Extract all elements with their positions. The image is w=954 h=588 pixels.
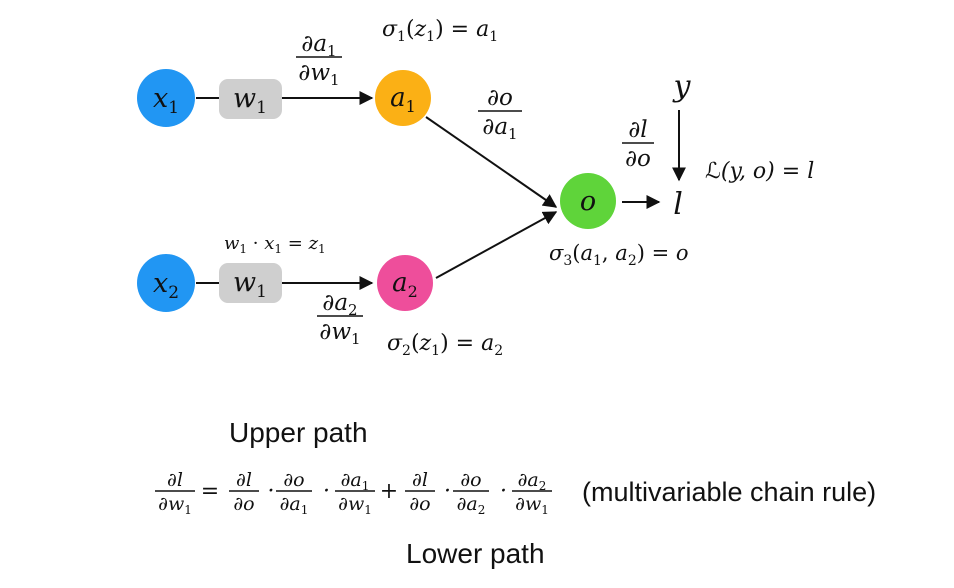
node-a1-var: a — [390, 83, 406, 113]
node-o: o — [560, 173, 616, 229]
weight-top-sub: 1 — [256, 98, 267, 118]
edge-derivatives: ∂a1∂w1∂o∂a1∂a2∂w1∂l∂o — [296, 31, 654, 348]
node-x1-circle — [137, 69, 195, 127]
node-x1-sub: 1 — [168, 98, 179, 118]
eq-dot: · — [500, 479, 507, 504]
frac-da2-dw1: ∂a2∂w1 — [317, 290, 363, 348]
eq-lower-term-denominator: ∂o — [409, 493, 430, 515]
eq-lower-term-denominator: ∂w1 — [515, 493, 549, 517]
svg-text:x2: x2 — [153, 268, 179, 303]
node-x1: x1 — [137, 69, 195, 127]
eq-upper-term: ∂a1∂w1 — [335, 469, 375, 517]
target-y-label: y — [672, 69, 692, 104]
eq-lhs-numerator: ∂l — [167, 469, 183, 491]
eq-upper-term-numerator: ∂l — [236, 469, 252, 491]
svg-text:a1: a1 — [390, 83, 416, 116]
eq-upper-term: ∂o∂a1 — [276, 469, 312, 517]
eq-upper-term-denominator: ∂w1 — [338, 493, 372, 517]
loss-function-label: ℒ(y, o) = l — [705, 159, 814, 184]
frac-dl-do-numerator: ∂l — [628, 117, 647, 143]
edge-a2-o — [435, 211, 558, 279]
edge-a1-o — [425, 116, 558, 208]
weight-bottom-sub: 1 — [256, 282, 267, 302]
upper-path-label: Upper path — [229, 417, 368, 448]
lower-path-label: Lower path — [406, 538, 545, 569]
eq-lower-term-numerator: ∂a2 — [518, 469, 547, 493]
edges — [196, 91, 686, 290]
node-a1: a1 — [375, 70, 431, 126]
node-x2-sub: 2 — [168, 283, 179, 303]
sigma3-label: σ3(a1, a2) = o — [549, 241, 689, 269]
node-a2: a2 — [377, 255, 433, 311]
svg-text:w1: w1 — [233, 267, 267, 302]
frac-do-da1: ∂o ∂a1 — [478, 85, 522, 143]
weight-box-top: w1 — [219, 79, 282, 119]
product-label: w1 · x1 = z1 — [224, 233, 326, 256]
weight-top-var: w — [233, 83, 256, 114]
eq-lhs: ∂l∂w1 — [155, 469, 195, 517]
eq-lower-term-denominator: ∂a2 — [457, 493, 486, 517]
frac-do-da1-denominator: ∂a1 — [482, 114, 517, 143]
frac-da1-dw1-numerator: ∂a1 — [301, 31, 336, 60]
frac-dl-do-denominator: ∂o — [625, 146, 651, 172]
eq-dot: · — [268, 479, 275, 504]
loss-l-label: l — [673, 187, 683, 222]
frac-dl-do: ∂l ∂o — [622, 117, 654, 172]
eq-lhs-denominator: ∂w1 — [158, 493, 192, 517]
weight-box-bottom: w1 — [219, 263, 282, 303]
eq-lower-term: ∂l∂o — [405, 469, 435, 515]
node-a2-sub: 2 — [408, 282, 418, 301]
frac-da1-dw1-denominator: ∂w1 — [298, 60, 339, 89]
frac-da2-dw1-numerator: ∂a2 — [322, 290, 357, 319]
node-x1-var: x — [153, 83, 168, 114]
node-a2-var: a — [392, 268, 408, 298]
node-x2-var: x — [153, 268, 168, 299]
frac-da1-dw1: ∂a1∂w1 — [296, 31, 342, 89]
node-o-label: o — [580, 186, 596, 217]
eq-dot: · — [444, 479, 451, 504]
sigma1-label: σ1(z1) = a1 — [382, 17, 498, 45]
eq-upper-term-denominator: ∂a1 — [280, 493, 309, 517]
chain-rule-equation: ∂l∂w1= ∂l∂o · ∂o∂a1· ∂a1∂w1+ ∂l∂o · ∂o∂a2· ∂a2∂w… — [155, 469, 552, 517]
eq-upper-term-numerator: ∂a1 — [341, 469, 370, 493]
eq-upper-term: ∂l∂o — [229, 469, 259, 515]
eq-lower-term: ∂o∂a2 — [453, 469, 489, 517]
node-x2: x2 — [137, 254, 195, 312]
node-a1-circle — [375, 70, 431, 126]
frac-da2-dw1-denominator: ∂w1 — [319, 319, 360, 348]
frac-do-da1-numerator: ∂o — [487, 85, 513, 111]
eq-lower-term: ∂a2∂w1 — [512, 469, 552, 517]
eq-equals: = — [201, 479, 219, 504]
eq-upper-term-numerator: ∂o — [283, 469, 304, 491]
weight-box-bottom-rect — [219, 263, 282, 303]
eq-lower-term-numerator: ∂o — [460, 469, 481, 491]
eq-plus: + — [380, 479, 398, 504]
weight-box-top-rect — [219, 79, 282, 119]
node-x2-circle — [137, 254, 195, 312]
svg-text:x1: x1 — [153, 83, 179, 118]
eq-dot: · — [323, 479, 330, 504]
svg-text:a2: a2 — [392, 268, 418, 301]
sigma2-label: σ2(z1) = a2 — [387, 331, 503, 359]
chain-rule-note: (multivariable chain rule) — [582, 477, 876, 507]
svg-text:w1: w1 — [233, 83, 267, 118]
node-o-circle — [560, 173, 616, 229]
weight-bottom-var: w — [233, 267, 256, 298]
node-a2-circle — [377, 255, 433, 311]
node-a1-sub: 1 — [406, 97, 416, 116]
eq-lower-term-numerator: ∂l — [412, 469, 428, 491]
eq-upper-term-denominator: ∂o — [233, 493, 254, 515]
